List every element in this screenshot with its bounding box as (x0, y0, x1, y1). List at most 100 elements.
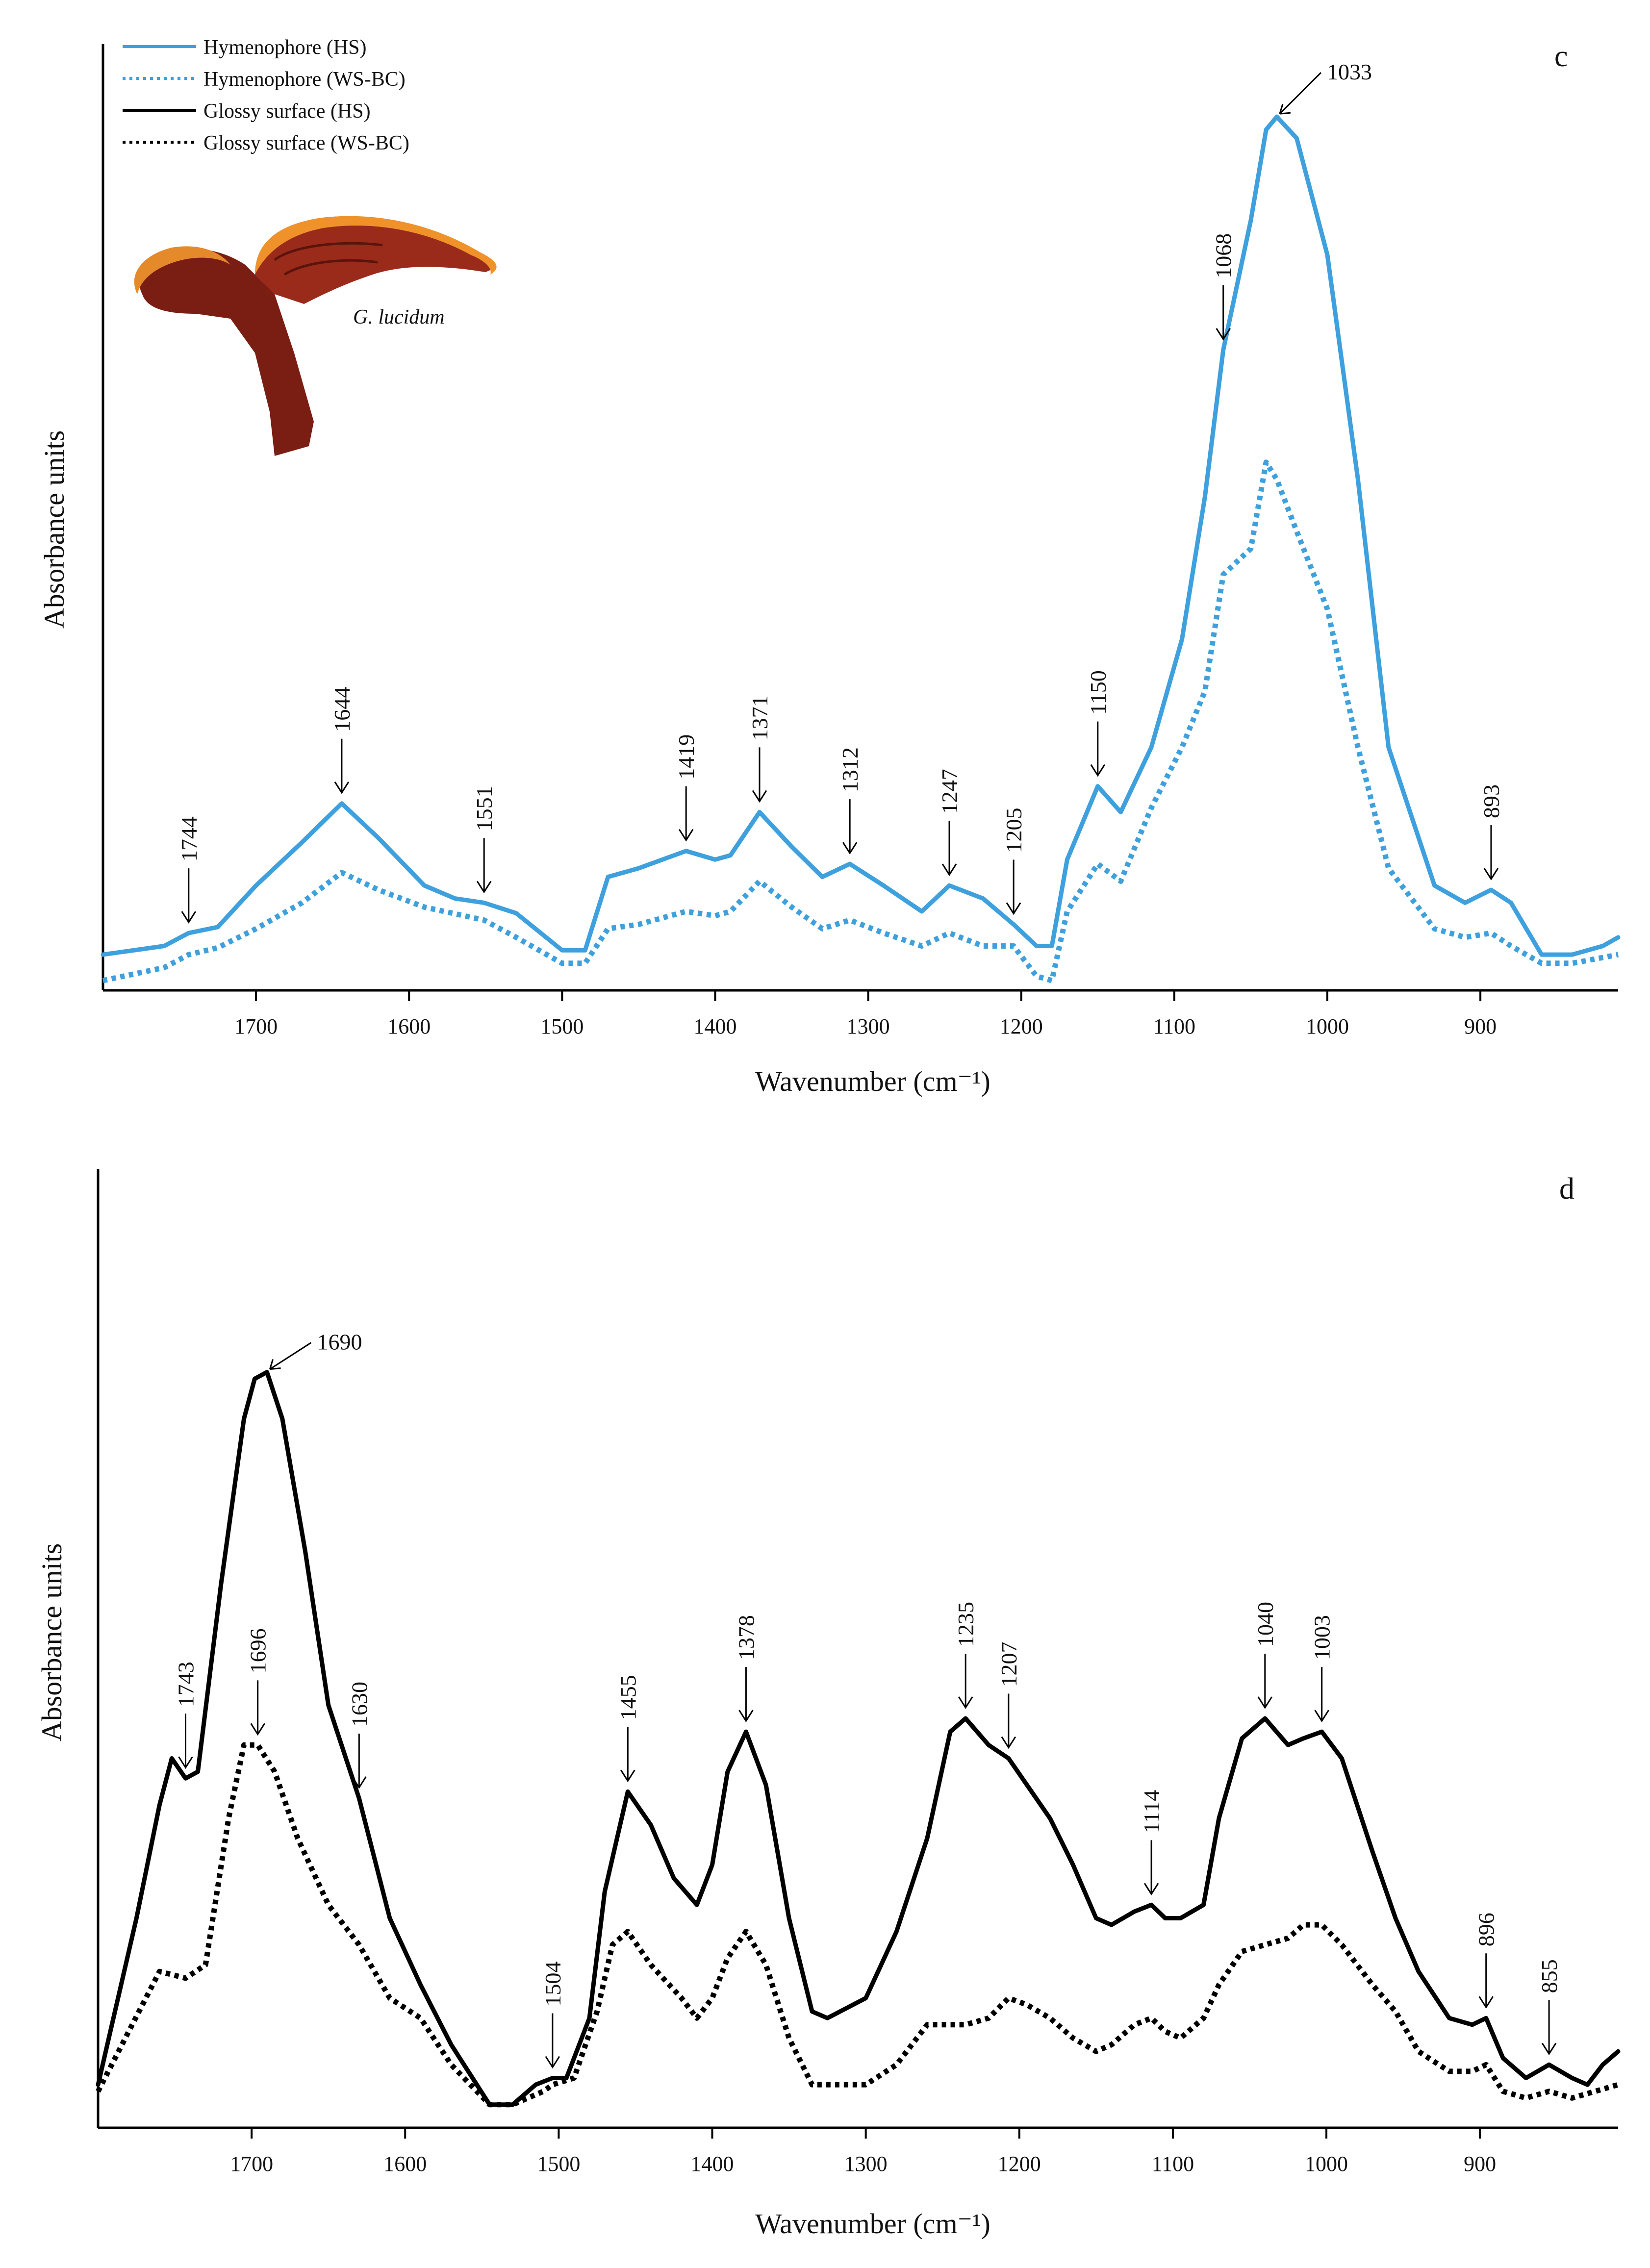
panel-c-x-ticks: 1700 1600 1500 1400 1300 1200 1100 1000 900 (234, 990, 1497, 1038)
legend-item-hymenophore-wsbc: Hymenophore (WS-BC) (123, 68, 406, 91)
panel-c-x-label: Wavenumber (cm⁻¹) (755, 1065, 990, 1097)
panel-d-tick-label-1500: 1500 (537, 2152, 580, 2176)
annotation-label: 855 (1537, 1959, 1562, 1993)
annotation-arrow-head-icon (958, 1696, 973, 1709)
legend-label-hymenophore-wsbc: Hymenophore (WS-BC) (203, 68, 406, 91)
panel-d-tick-label-1300: 1300 (844, 2152, 888, 2176)
panel-d-tick-label-1400: 1400 (691, 2152, 734, 2176)
panel-d-annotation-1630: 1630 (347, 1682, 372, 1789)
annotation-arrow-head-icon (678, 829, 694, 842)
legend-label-hymenophore-hs: Hymenophore (HS) (203, 36, 366, 59)
mushroom-cap-ridge-2 (283, 259, 378, 276)
legend-label-glossy-hs: Glossy surface (HS) (203, 100, 371, 123)
annotation-arrow-head-icon (476, 881, 492, 894)
panel-d-y-label: Absorbance units (36, 1543, 68, 1741)
annotation-label: 1419 (674, 734, 699, 780)
mushroom-left-cap-edge (134, 246, 230, 294)
panel-d-series-ws-bc-line (96, 1742, 1619, 2108)
panel-c-annotation-893: 893 (1479, 784, 1504, 881)
annotation-label: 1378 (734, 1615, 759, 1660)
panel-d-tick-label-1100: 1100 (1152, 2152, 1194, 2176)
panel-c-annotation-1744: 1744 (177, 816, 202, 924)
annotation-arrow-head-icon (1006, 902, 1021, 915)
panel-d-letter: d (1559, 1172, 1574, 1206)
panel-c-tick-label-1300: 1300 (847, 1014, 890, 1038)
annotation-arrow-head-icon (842, 842, 858, 855)
legend: Hymenophore (HS) Hymenophore (WS-BC) Glo… (123, 36, 409, 154)
panel-c-annotation-1419: 1419 (674, 734, 699, 842)
mushroom-cap-ridge (274, 242, 383, 261)
panel-d-annotation-855: 855 (1537, 1959, 1562, 2056)
panel-c-tick-label-1500: 1500 (540, 1014, 584, 1038)
legend-item-glossy-hs: Glossy surface (HS) (123, 100, 371, 123)
panel-d-annotation-1040: 1040 (1253, 1602, 1278, 1709)
panel-c-tick-label-1600: 1600 (387, 1014, 431, 1038)
panel-c-annotation-1312: 1312 (838, 747, 863, 855)
annotation-arrow-head-icon (545, 2056, 560, 2069)
annotation-arrow-head-icon (1143, 1883, 1159, 1896)
annotation-label: 1630 (347, 1682, 372, 1727)
annotation-arrow-head-icon (1314, 1710, 1329, 1722)
annotation-arrow-head-icon (269, 1359, 281, 1370)
annotation-arrow-head-icon (250, 1723, 265, 1736)
annotation-label: 1033 (1327, 59, 1372, 84)
panel-d-annotation-1378: 1378 (734, 1615, 759, 1722)
legend-item-glossy-wsbc: Glossy surface (WS-BC) (123, 132, 409, 154)
panel-c-series-ws-bc-line (102, 459, 1619, 983)
panel-d-annotation-1690: 1690 (269, 1330, 362, 1370)
annotation-arrow-head-icon (1279, 103, 1291, 115)
panel-d-annotation-1504: 1504 (540, 1962, 565, 2069)
panel-c-tick-label-1700: 1700 (234, 1014, 278, 1038)
panel-c-chart: c Wavenumber (cm⁻¹) Absorbance units 170… (38, 36, 1621, 1097)
annotation-label: 1371 (747, 695, 772, 740)
annotation-arrow-head-icon (181, 911, 197, 924)
panel-d-series-hs-line (96, 1370, 1621, 2107)
panel-c-annotation-1150: 1150 (1086, 670, 1111, 777)
panel-c-annotation-1033: 1033 (1279, 59, 1372, 115)
panel-c-tick-label-1100: 1100 (1153, 1014, 1195, 1038)
annotation-arrow-head-icon (620, 1769, 635, 1783)
annotation-label: 1205 (1001, 807, 1026, 853)
mushroom-stem-shape (139, 249, 314, 456)
panel-c-annotation-1551: 1551 (472, 786, 497, 894)
annotation-label: 896 (1474, 1913, 1499, 1946)
annotation-arrow-head-icon (1483, 868, 1499, 881)
annotation-arrow-head-icon (1541, 2042, 1557, 2056)
annotation-label: 1247 (937, 769, 962, 814)
annotation-label: 1003 (1310, 1615, 1335, 1660)
panel-d-tick-label-1200: 1200 (998, 2152, 1041, 2176)
panel-d-tick-label-900: 900 (1464, 2152, 1496, 2176)
panel-c-annotation-1644: 1644 (330, 687, 355, 794)
panel-d-annotation-1696: 1696 (246, 1628, 271, 1736)
annotation-label: 1690 (317, 1330, 362, 1355)
legend-label-glossy-wsbc: Glossy surface (WS-BC) (203, 132, 409, 154)
annotation-arrow-head-icon (1257, 1696, 1273, 1709)
panel-d-annotation-1743: 1743 (173, 1662, 198, 1769)
annotation-label: 1235 (953, 1602, 978, 1647)
panel-d-tick-label-1600: 1600 (383, 2152, 427, 2176)
panel-d-annotations: 1743 1696 1690 1630 1504 1455 1378 1235 1207 1114… (173, 1330, 1562, 2069)
annotation-label: 1114 (1139, 1790, 1164, 1834)
annotation-arrow-shaft (269, 1342, 312, 1370)
annotation-label: 1150 (1086, 670, 1111, 714)
panel-c-annotation-1205: 1205 (1001, 807, 1026, 915)
annotation-label: 893 (1479, 784, 1504, 818)
annotation-arrow-head-icon (1478, 1996, 1494, 2009)
panel-d-annotation-1114: 1114 (1139, 1790, 1164, 1896)
annotation-arrow-head-icon (941, 863, 957, 876)
annotation-arrow-head-icon (352, 1776, 367, 1789)
annotation-arrow-head-icon (738, 1710, 754, 1722)
annotation-label: 1551 (472, 786, 497, 831)
annotation-arrow-head-icon (178, 1756, 193, 1769)
annotation-label: 1207 (996, 1642, 1021, 1687)
panel-c-tick-label-1200: 1200 (1000, 1014, 1043, 1038)
panel-d-series (96, 1370, 1621, 2108)
annotation-arrow-head-icon (1001, 1736, 1016, 1749)
annotation-arrow-head-icon (1090, 764, 1106, 777)
legend-item-hymenophore-hs: Hymenophore (HS) (123, 36, 366, 59)
annotation-arrow-shaft (1279, 72, 1322, 115)
annotation-arrow-head-icon (752, 790, 767, 803)
panel-d-annotation-896: 896 (1474, 1913, 1499, 2009)
annotation-label: 1455 (615, 1675, 640, 1720)
